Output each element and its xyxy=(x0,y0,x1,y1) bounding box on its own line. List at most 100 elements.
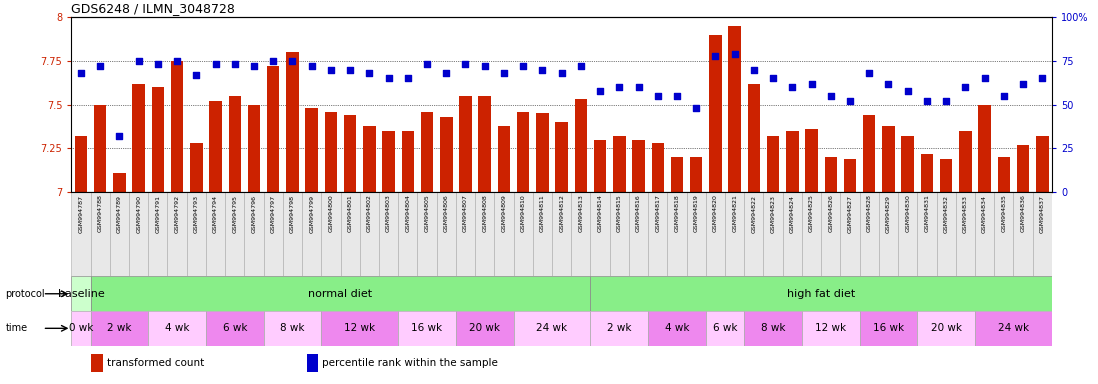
Text: GSM994800: GSM994800 xyxy=(328,195,334,232)
Bar xyxy=(629,192,648,276)
Point xyxy=(245,63,262,69)
Text: 24 wk: 24 wk xyxy=(998,323,1029,333)
Bar xyxy=(152,87,164,192)
Point xyxy=(784,84,802,90)
Text: GSM994801: GSM994801 xyxy=(348,195,352,232)
Bar xyxy=(994,192,1013,276)
Bar xyxy=(225,192,245,276)
Bar xyxy=(171,61,183,192)
Text: GSM994799: GSM994799 xyxy=(310,195,314,233)
Text: transformed count: transformed count xyxy=(107,358,204,368)
Bar xyxy=(399,311,456,346)
Text: GSM994812: GSM994812 xyxy=(559,195,564,232)
Text: normal diet: normal diet xyxy=(309,289,372,299)
Bar xyxy=(805,129,818,192)
Text: GSM994797: GSM994797 xyxy=(271,195,276,233)
Bar xyxy=(379,192,399,276)
Bar xyxy=(71,276,91,311)
Point xyxy=(206,61,224,68)
Bar xyxy=(594,140,606,192)
Bar xyxy=(228,96,242,192)
Point xyxy=(649,93,666,99)
Text: 16 wk: 16 wk xyxy=(873,323,904,333)
Bar xyxy=(363,126,376,192)
Bar xyxy=(651,143,664,192)
Bar xyxy=(783,192,802,276)
Point xyxy=(130,58,147,64)
Bar xyxy=(148,311,206,346)
Point xyxy=(360,70,378,76)
Point xyxy=(803,81,820,87)
Point xyxy=(995,93,1012,99)
Text: GSM994792: GSM994792 xyxy=(175,195,180,233)
Text: GSM994820: GSM994820 xyxy=(713,195,718,232)
Text: 24 wk: 24 wk xyxy=(537,323,568,333)
Text: GSM994803: GSM994803 xyxy=(386,195,391,232)
Point xyxy=(822,93,840,99)
Bar xyxy=(91,276,591,311)
Bar xyxy=(206,192,225,276)
Text: GSM994825: GSM994825 xyxy=(809,195,814,232)
Point xyxy=(303,63,321,69)
Point xyxy=(861,70,878,76)
Bar xyxy=(94,104,107,192)
Bar xyxy=(399,192,417,276)
Bar xyxy=(494,192,514,276)
Bar xyxy=(190,143,203,192)
Text: GSM994811: GSM994811 xyxy=(540,195,545,232)
Text: GSM994794: GSM994794 xyxy=(213,195,219,233)
Text: 8 wk: 8 wk xyxy=(280,323,305,333)
Bar xyxy=(437,192,456,276)
Point xyxy=(764,75,782,81)
Bar xyxy=(71,311,91,346)
Point xyxy=(746,67,763,73)
Point xyxy=(1033,75,1051,81)
Text: 6 wk: 6 wk xyxy=(713,323,737,333)
Bar xyxy=(591,276,1052,311)
Text: 2 wk: 2 wk xyxy=(607,323,631,333)
Bar xyxy=(802,311,860,346)
Text: GSM994802: GSM994802 xyxy=(367,195,372,232)
Bar xyxy=(998,157,1010,192)
Bar xyxy=(728,26,741,192)
Text: GSM994795: GSM994795 xyxy=(233,195,237,233)
Bar xyxy=(168,192,187,276)
Point xyxy=(899,88,917,94)
Point xyxy=(918,98,935,104)
Bar xyxy=(264,192,283,276)
Bar xyxy=(1013,192,1032,276)
Text: GSM994787: GSM994787 xyxy=(78,195,83,233)
Bar xyxy=(287,52,299,192)
Bar xyxy=(860,192,878,276)
Point xyxy=(572,63,590,69)
Bar xyxy=(71,192,91,276)
Bar xyxy=(1032,192,1052,276)
Point xyxy=(399,75,416,81)
Bar xyxy=(648,311,706,346)
Bar xyxy=(591,192,609,276)
Text: GSM994817: GSM994817 xyxy=(656,195,660,232)
Bar xyxy=(245,192,264,276)
Text: GSM994835: GSM994835 xyxy=(1001,195,1007,232)
Point xyxy=(879,81,897,87)
Bar xyxy=(514,192,533,276)
Text: 4 wk: 4 wk xyxy=(664,323,690,333)
Bar xyxy=(571,192,591,276)
Point xyxy=(534,67,551,73)
Point xyxy=(437,70,455,76)
Bar xyxy=(133,84,145,192)
Text: GSM994798: GSM994798 xyxy=(290,195,295,233)
Point xyxy=(938,98,955,104)
Bar xyxy=(843,159,856,192)
Bar xyxy=(613,136,626,192)
Bar xyxy=(148,192,168,276)
Bar xyxy=(322,192,340,276)
Text: percentile rank within the sample: percentile rank within the sample xyxy=(323,358,498,368)
Text: GSM994833: GSM994833 xyxy=(963,195,967,233)
Bar xyxy=(686,192,706,276)
Text: GSM994793: GSM994793 xyxy=(194,195,199,233)
Bar xyxy=(302,192,322,276)
Point xyxy=(188,72,205,78)
Point xyxy=(322,67,339,73)
Text: GSM994789: GSM994789 xyxy=(116,195,122,233)
